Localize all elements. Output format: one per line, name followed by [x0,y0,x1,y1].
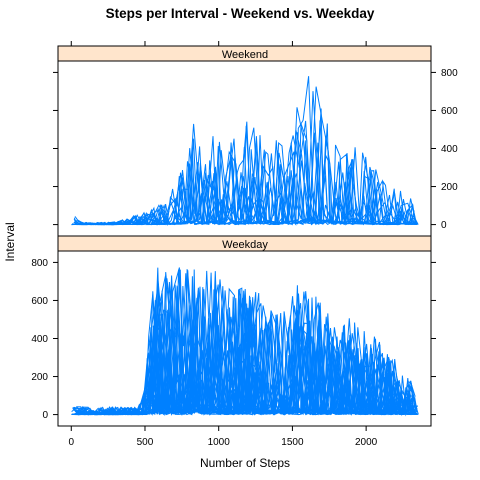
x-axis-label: Number of Steps [200,456,290,470]
y-tick-label-weekday: 200 [31,372,48,383]
y-tick-label-weekday: 0 [42,410,48,421]
series-line-weekend [71,91,418,226]
y-tick-label-weekend: 600 [441,106,458,117]
series-line-weekday [72,279,418,416]
panel-weekday: Weekday [57,235,432,427]
y-tick-label-weekday: 400 [31,334,48,345]
y-tick-label-weekend: 0 [441,220,447,231]
x-tick-label: 500 [137,437,154,448]
y-tick-label-weekday: 800 [31,258,48,269]
x-tick-label: 2000 [355,437,378,448]
series-line-weekday [72,286,417,416]
panel-weekend: Weekend [57,45,432,237]
y-tick-label-weekend: 200 [441,182,458,193]
y-tick-label-weekend: 800 [441,68,458,79]
x-tick-label: 1000 [208,437,231,448]
series-weekend [71,76,419,227]
x-tick-label: 0 [68,437,74,448]
series-line-weekday [73,300,415,417]
y-axis-label: Interval [3,222,17,261]
strip-label-weekend: Weekend [222,49,268,61]
chart-title: Steps per Interval - Weekend vs. Weekday [106,6,375,21]
x-tick-label: 1500 [281,437,304,448]
strip-label-weekday: Weekday [222,239,268,251]
y-tick-label-weekend: 400 [441,144,458,155]
series-weekday [71,267,419,417]
y-tick-label-weekday: 600 [31,296,48,307]
axes: 0 500 1000 1500 2000 0 200 400 600 800 0 200 400 600 8… [31,41,458,448]
